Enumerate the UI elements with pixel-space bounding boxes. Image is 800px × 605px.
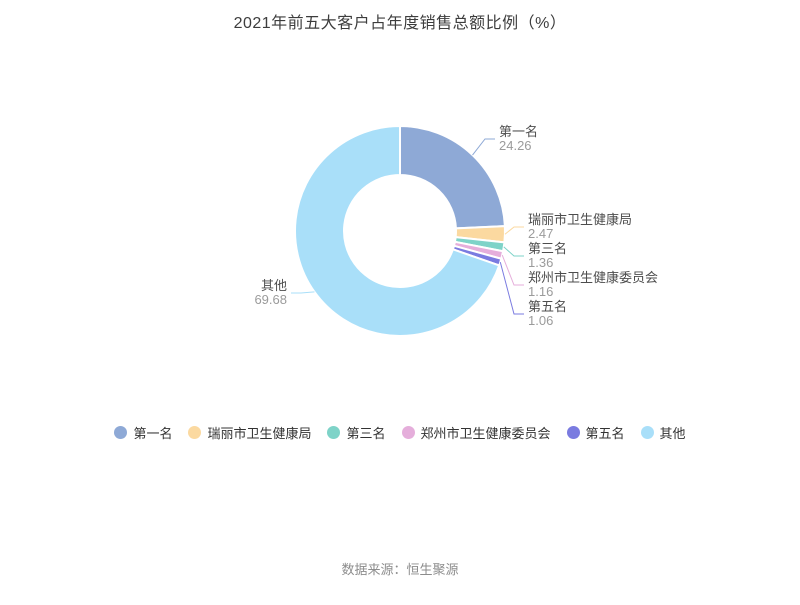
legend-label: 其他 xyxy=(659,426,686,441)
legend-label: 第三名 xyxy=(346,426,386,441)
data-source: 数据来源：恒生聚源 xyxy=(341,562,459,577)
slice-label-value-4: 1.16 xyxy=(528,284,553,299)
slice-label-name-1: 第一名 xyxy=(499,124,538,139)
slice-label-value-1: 24.26 xyxy=(499,138,532,153)
legend-label: 第五名 xyxy=(585,426,625,441)
slice-label-name-6: 其他 xyxy=(261,278,287,293)
slice-label-value-5: 1.06 xyxy=(528,313,553,328)
legend-dot-icon xyxy=(566,426,580,439)
legend-dot-icon xyxy=(188,426,202,439)
label-leader-line-2 xyxy=(504,226,524,235)
legend-dot-icon xyxy=(114,426,128,439)
legend: 第一名 瑞丽市卫生健康局 第三名 郑州市卫生健康委员会 第五名 其他 xyxy=(0,423,800,442)
slice-label-name-3: 第三名 xyxy=(528,241,567,256)
legend-dot-icon xyxy=(327,426,341,439)
legend-label: 瑞丽市卫生健康局 xyxy=(207,426,312,441)
label-leader-line-6 xyxy=(291,291,315,294)
label-leader-line-5 xyxy=(499,261,524,315)
label-leader-line-4 xyxy=(501,254,524,286)
legend-item-6[interactable]: 其他 xyxy=(640,423,686,442)
legend-dot-icon xyxy=(401,426,415,439)
legend-dot-icon xyxy=(640,426,654,439)
slice-label-name-2: 瑞丽市卫生健康局 xyxy=(528,212,632,227)
legend-item-1[interactable]: 第一名 xyxy=(114,423,172,442)
legend-item-3[interactable]: 第三名 xyxy=(327,423,386,442)
slice-label-name-5: 第五名 xyxy=(528,299,567,314)
legend-label: 第一名 xyxy=(133,426,173,441)
slice-label-value-6: 69.68 xyxy=(254,292,287,307)
legend-item-2[interactable]: 瑞丽市卫生健康局 xyxy=(188,423,311,442)
chart-title: 2021年前五大客户占年度销售总额比例（%） xyxy=(233,15,567,32)
slice-label-value-3: 1.36 xyxy=(528,255,553,270)
legend-item-5[interactable]: 第五名 xyxy=(566,423,625,442)
legend-item-4[interactable]: 郑州市卫生健康委员会 xyxy=(401,423,551,442)
legend-label: 郑州市卫生健康委员会 xyxy=(420,426,551,441)
pie-slice-6[interactable] xyxy=(294,125,501,337)
label-leader-line-1 xyxy=(472,138,495,156)
pie-slice-1[interactable] xyxy=(399,125,506,230)
slice-label-name-4: 郑州市卫生健康委员会 xyxy=(528,270,658,285)
slice-label-value-2: 2.47 xyxy=(528,226,553,241)
label-leader-line-3 xyxy=(503,246,524,257)
